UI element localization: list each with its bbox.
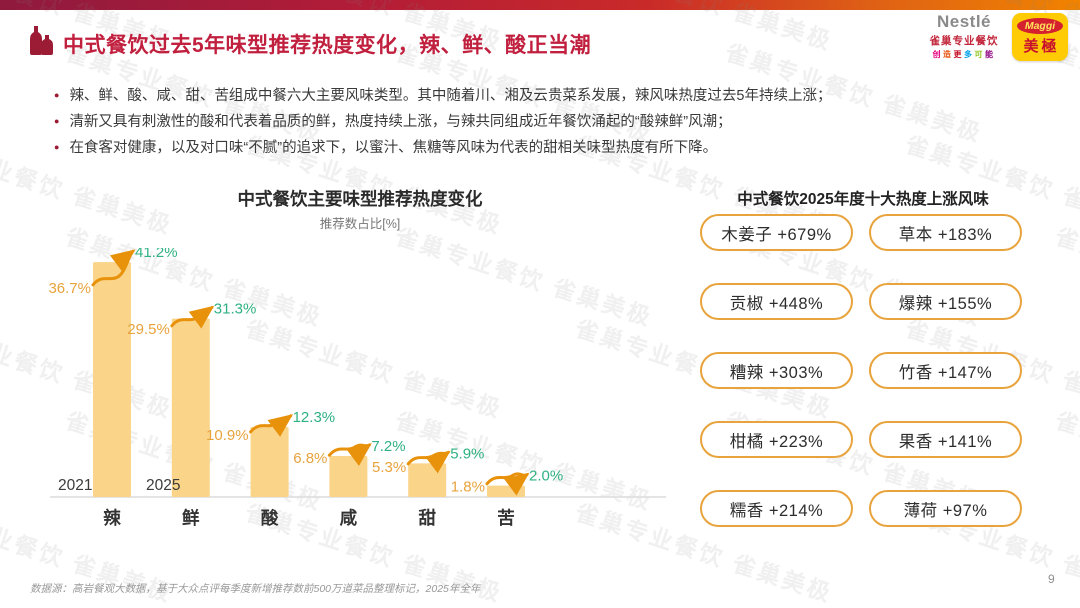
flavor-pill-grid: 木姜子 +679% 草本 +183% 贡椒 +448% 爆辣 +155% 糟辣 +303… bbox=[700, 214, 1022, 527]
page-number: 9 bbox=[1048, 572, 1055, 586]
nestle-tagline-char: 造 bbox=[943, 50, 954, 59]
value-2025-label: 12.3% bbox=[293, 409, 336, 426]
trend-arrow bbox=[170, 305, 215, 329]
category-label: 辣 bbox=[103, 508, 121, 528]
bullet-list: ● 辣、鲜、酸、咸、甜、苦组成中餐六大主要风味类型。其中随着川、湘及云贵菜系发展，… bbox=[54, 84, 832, 162]
top-accent-bar bbox=[0, 0, 1080, 10]
category-label: 苦 bbox=[497, 508, 515, 528]
bullet-item: ● 在食客对健康，以及对口味“不腻”的追求下，以蜜汁、焦糖等风味为代表的甜相关味型… bbox=[54, 136, 832, 162]
footer-source-note: 数据源：高岩餐观大数据，基于大众点评每季度新增推荐数前500万道菜品整理标记，2… bbox=[30, 583, 481, 595]
value-2025-label: 5.9% bbox=[450, 445, 484, 462]
flavor-pill: 薄荷 +97% bbox=[869, 490, 1022, 527]
flavor-pill: 果香 +141% bbox=[869, 421, 1022, 458]
flavor-trend-chart: 辣 36.7% 41.2% 鲜 29.5% 31.3% 酸 10.9% 12.3% 咸 6.8% 7.… bbox=[48, 244, 668, 578]
trend-arrow bbox=[91, 249, 136, 287]
value-2021-label: 36.7% bbox=[48, 280, 91, 297]
chart-subtitle: 推荐数占比[%] bbox=[319, 217, 401, 231]
bar-甜 bbox=[408, 463, 447, 497]
bar-辣 bbox=[93, 262, 131, 497]
flavor-pill: 竹香 +147% bbox=[869, 352, 1022, 389]
bullet-text: 在食客对健康，以及对口味“不腻”的追求下，以蜜汁、焦糖等风味为代表的甜相关味型热… bbox=[69, 140, 718, 156]
brand-logos: Nestlé 雀巢专业餐饮 创造更多可能 Maggi 美極 bbox=[924, 13, 1068, 61]
watermark-text: 雀巢专业餐饮 雀巢美极 bbox=[1051, 222, 1080, 331]
nestle-subtitle: 雀巢专业餐饮 bbox=[929, 35, 999, 47]
bullet-dot-icon: ● bbox=[54, 142, 60, 152]
bottles-icon bbox=[28, 24, 54, 63]
value-2021-label: 5.3% bbox=[372, 459, 406, 476]
flavor-pill: 爆辣 +155% bbox=[869, 283, 1022, 320]
nestle-tagline-char: 创 bbox=[932, 50, 943, 59]
value-2021-label: 10.9% bbox=[206, 427, 249, 444]
bar-鲜 bbox=[171, 318, 210, 497]
flavor-trend-chart-svg: 辣 36.7% 41.2% 鲜 29.5% 31.3% 酸 10.9% 12.3% 咸 6.8% 7.… bbox=[48, 244, 666, 528]
value-2025-label: 7.2% bbox=[371, 438, 405, 455]
bullet-item: ● 辣、鲜、酸、咸、甜、苦组成中餐六大主要风味类型。其中随着川、湘及云贵菜系发展，… bbox=[54, 84, 832, 110]
year-label-2021: 2021 bbox=[58, 477, 92, 494]
watermark-text: 雀巢专业餐饮 雀巢美极 bbox=[1051, 406, 1080, 515]
bullet-dot-icon: ● bbox=[54, 116, 60, 126]
nestle-logo: Nestlé 雀巢专业餐饮 创造更多可能 bbox=[924, 13, 1004, 60]
flavor-pill: 木姜子 +679% bbox=[700, 214, 853, 251]
year-label-2025: 2025 bbox=[146, 477, 180, 494]
trend-arrow bbox=[327, 443, 372, 466]
category-label: 咸 bbox=[340, 508, 358, 528]
category-label: 酸 bbox=[261, 508, 279, 528]
value-2025-label: 2.0% bbox=[529, 468, 563, 485]
nestle-tagline-char: 能 bbox=[985, 50, 996, 59]
flavor-pill: 贡椒 +448% bbox=[700, 283, 853, 320]
bar-苦 bbox=[487, 485, 525, 497]
nestle-wordmark: Nestlé bbox=[936, 12, 992, 31]
flavor-pill: 糯香 +214% bbox=[700, 490, 853, 527]
nestle-tagline: 创造更多可能 bbox=[924, 49, 1004, 60]
trend-arrow bbox=[406, 450, 451, 474]
value-2021-label: 29.5% bbox=[127, 321, 170, 338]
value-2025-label: 41.2% bbox=[135, 248, 178, 261]
page-title: 中式餐饮过去5年味型推荐热度变化，辣、鲜、酸正当潮 bbox=[63, 33, 592, 57]
trend-arrow bbox=[485, 472, 530, 496]
nestle-tagline-char: 多 bbox=[964, 50, 975, 59]
flavor-pill: 柑橘 +223% bbox=[700, 421, 853, 458]
flavor-pill: 糟辣 +303% bbox=[700, 352, 853, 389]
maggi-wordmark: Maggi bbox=[1016, 17, 1064, 35]
bullet-text: 辣、鲜、酸、咸、甜、苦组成中餐六大主要风味类型。其中随着川、湘及云贵菜系发展，辣… bbox=[69, 88, 832, 104]
value-2025-label: 31.3% bbox=[214, 301, 257, 318]
trend-arrow bbox=[249, 414, 294, 437]
flavor-pill: 草本 +183% bbox=[869, 214, 1022, 251]
bullet-dot-icon: ● bbox=[54, 90, 60, 100]
bullet-item: ● 清新又具有刺激性的酸和代表着品质的鲜，热度持续上涨，与辣共同组成近年餐饮涌起的… bbox=[54, 110, 832, 136]
header: 中式餐饮过去5年味型推荐热度变化，辣、鲜、酸正当潮 bbox=[28, 24, 591, 63]
value-2021-label: 1.8% bbox=[451, 479, 485, 496]
bar-咸 bbox=[329, 455, 368, 497]
maggi-logo: Maggi 美極 bbox=[1012, 13, 1068, 61]
category-label: 鲜 bbox=[182, 508, 200, 528]
category-label: 甜 bbox=[418, 508, 436, 528]
value-2021-label: 6.8% bbox=[293, 450, 327, 467]
bar-酸 bbox=[250, 426, 289, 497]
nestle-tagline-char: 可 bbox=[974, 50, 985, 59]
nestle-tagline-char: 更 bbox=[953, 50, 964, 59]
maggi-chinese-name: 美極 bbox=[1023, 38, 1060, 56]
right-panel-title: 中式餐饮2025年度十大热度上涨风味 bbox=[737, 191, 989, 208]
bullet-text: 清新又具有刺激性的酸和代表着品质的鲜，热度持续上涨，与辣共同组成近年餐饮涌起的“… bbox=[69, 114, 732, 130]
chart-title: 中式餐饮主要味型推荐热度变化 bbox=[237, 189, 483, 209]
